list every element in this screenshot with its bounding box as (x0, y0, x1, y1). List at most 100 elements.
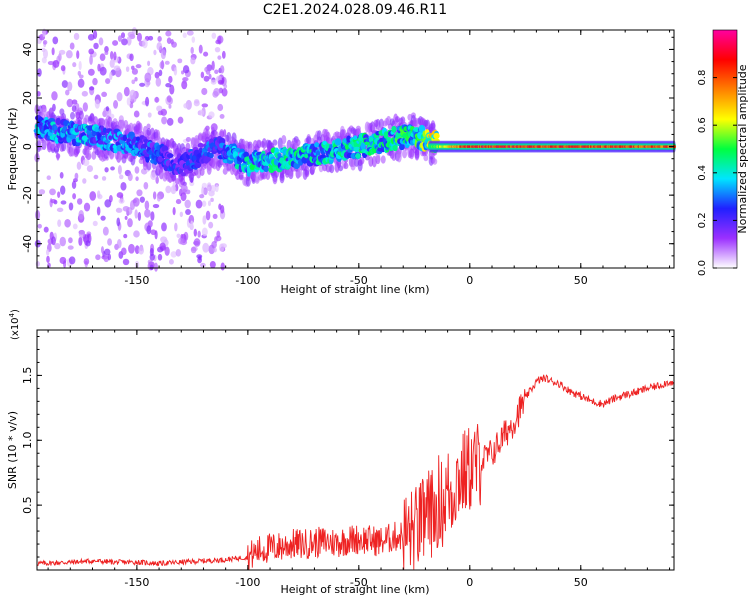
spectrogram-cell (209, 152, 214, 159)
spectrogram-cell (202, 242, 210, 253)
spectrogram-cell (101, 176, 107, 181)
spectrogram-cell (78, 210, 84, 220)
spectrogram-cell (142, 161, 148, 171)
spectrogram-cell (122, 134, 128, 142)
spectrogram-cell (68, 237, 73, 244)
snr-y-multiplier-exp: 4 (8, 312, 16, 317)
spectrogram-cell (346, 135, 351, 143)
spectrogram-cell (94, 127, 100, 133)
spectrogram-cell (136, 32, 143, 42)
spectrogram-cell (193, 228, 198, 237)
spectrogram-cell (166, 37, 172, 44)
spectrogram-cell (116, 92, 123, 102)
spectrogram-y-tick-label: 40 (21, 42, 34, 56)
spectrogram-cell (166, 117, 174, 126)
spectrogram-cell (164, 246, 170, 256)
spectrogram-cell (37, 223, 42, 229)
spectrogram-cell (133, 110, 140, 118)
spectrogram-cell (104, 46, 109, 53)
spectrogram-cell (137, 211, 142, 222)
spectrogram-y-tick-label: 20 (21, 91, 34, 105)
spectrogram-cell (69, 42, 75, 50)
spectrogram-cell (97, 63, 101, 72)
spectrogram-cell (72, 62, 77, 68)
spectrogram-cell (222, 167, 228, 175)
snr-x-tick-label: -150 (124, 576, 149, 589)
spectrogram-x-tick-label: 0 (466, 274, 473, 287)
spectrogram-cell (203, 156, 211, 163)
spectrogram-cell (214, 69, 219, 75)
spectrogram-y-tick-label: 0 (21, 143, 34, 150)
spectrogram-cell (165, 83, 172, 88)
spectrogram-cell (92, 220, 98, 227)
spectrogram-cell (94, 99, 100, 109)
spectrogram-cell (375, 118, 381, 130)
spectrogram-cell (71, 180, 77, 190)
spectrogram-cell (78, 236, 83, 246)
spectrogram-cell (118, 198, 125, 204)
spectrogram-cell (213, 247, 217, 253)
spectrogram-cell (174, 222, 178, 232)
spectrogram-cell (131, 68, 138, 75)
spectrogram-cell (274, 147, 279, 153)
spectrogram-cell (50, 198, 57, 204)
spectrogram-cell (77, 78, 85, 88)
spectrogram-cell (41, 105, 47, 116)
snr-x-tick-label: 0 (466, 576, 473, 589)
spectrogram-cell (168, 103, 172, 109)
spectrogram-cell (383, 131, 389, 139)
spectrogram-cell (297, 168, 303, 178)
spectrogram-cell (35, 261, 40, 267)
snr-x-tick-label: -50 (350, 576, 368, 589)
spectrogram-cell (190, 246, 197, 254)
spectrogram-cell (216, 230, 221, 238)
spectrogram-y-label: Frequency (Hz) (6, 108, 19, 191)
spectrogram-cell (433, 132, 440, 139)
snr-x-tick-label: -100 (235, 576, 260, 589)
spectrogram-cell (56, 153, 60, 161)
spectrogram-cell (204, 129, 210, 140)
spectrogram-cell (395, 131, 401, 140)
colorbar-ticks: 0.0 0.2 0.4 0.6 0.8 (697, 70, 737, 276)
spectrogram-cell (58, 49, 66, 55)
spectrogram-cell (208, 111, 215, 119)
spectrogram-cell (124, 215, 128, 220)
spectrogram-cell (146, 161, 152, 171)
spectrogram-cell (193, 100, 200, 107)
spectrogram-cell (109, 59, 115, 68)
spectrogram-cell (119, 174, 124, 180)
spectrogram-cell (399, 143, 405, 151)
spectrogram-panel: -150 -100 -50 0 50 -40 -20 0 20 40 Height of stra… (6, 27, 676, 296)
spectrogram-cell (60, 200, 67, 205)
spectrogram-cell (329, 164, 335, 174)
spectrogram-cell (86, 165, 94, 173)
spectrogram-cell (175, 199, 182, 205)
spectrogram-cell (152, 204, 160, 209)
spectrogram-cell (245, 176, 251, 187)
spectrogram-cell (409, 148, 415, 160)
spectrogram-cell (201, 227, 208, 237)
spectrogram-cell (42, 40, 48, 45)
spectrogram-cell (198, 255, 202, 261)
spectrogram-cell (121, 247, 127, 256)
colorbar-tick-label: 0.2 (697, 212, 708, 228)
spectrogram-cell (182, 76, 189, 82)
spectrogram-cell (50, 139, 56, 150)
spectrogram-cell (157, 253, 163, 261)
colorbar-tick-label: 0.0 (697, 260, 708, 276)
spectrogram-cell (104, 167, 109, 173)
spectrogram-cell (156, 195, 161, 202)
spectrogram-cell (172, 181, 176, 192)
spectrogram-cell (105, 106, 110, 112)
spectrogram-cell (92, 77, 98, 86)
spectrogram-cell (155, 77, 162, 87)
spectrogram-cell (154, 96, 160, 103)
spectrogram-cell (190, 46, 194, 55)
spectrogram-cell (430, 122, 436, 130)
spectrogram-cell (83, 202, 91, 212)
spectrogram-cell (254, 171, 260, 183)
spectrogram-cell (214, 46, 221, 53)
spectrogram-cell (147, 60, 151, 67)
spectrogram-cell (215, 39, 221, 45)
